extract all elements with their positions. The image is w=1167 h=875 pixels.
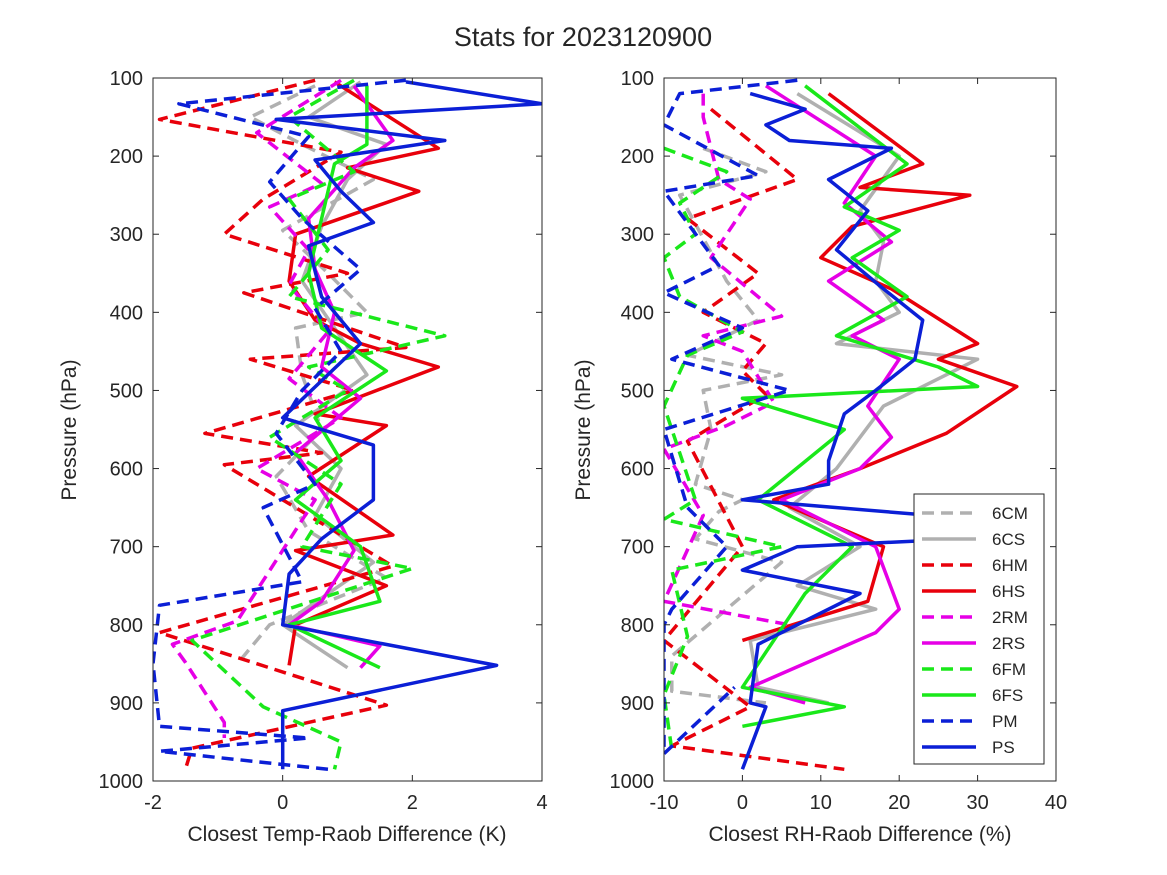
rh-series-6fs-line — [740, 84, 980, 729]
temp-y-tick-label: 1000 — [99, 771, 144, 793]
rh-y-tick-label: 500 — [621, 380, 654, 402]
legend-label-ps: PS — [992, 738, 1015, 757]
rh-series-pm-line — [664, 78, 798, 756]
rh-y-tick-label: 400 — [621, 302, 654, 324]
temp-axes-box — [152, 77, 543, 782]
rh-axes-box — [663, 77, 1057, 782]
temp-series-pm-line — [153, 78, 407, 772]
rh-series-group — [664, 78, 1019, 772]
temp-y-tick-label: 600 — [110, 459, 143, 481]
rh-y-axis-label: Pressure (hPa) — [572, 359, 595, 500]
temp-y-tick-label: 400 — [110, 302, 143, 324]
temp-y-tick-label: 700 — [110, 537, 143, 559]
rh-ticks: -10 0 10 20 30 40 100 200 300 400 500 600 700 800 900 1… — [610, 68, 1068, 814]
rh-x-tick-label: 40 — [1045, 792, 1067, 814]
legend-label-6cs: 6CS — [992, 530, 1025, 549]
rh-x-tick-label: -10 — [650, 792, 679, 814]
rh-series-6fm-line — [664, 146, 784, 751]
legend-label-pm: PM — [992, 712, 1018, 731]
rh-series-2rm-line — [664, 93, 790, 627]
legend-label-6hm: 6HM — [992, 556, 1028, 575]
temp-y-tick-label: 800 — [110, 615, 143, 637]
rh-y-tick-label: 1000 — [610, 771, 655, 793]
figure-title: Stats for 2023120900 — [454, 22, 712, 52]
rh-y-tick-label: 700 — [621, 537, 654, 559]
temp-y-axis-label: Pressure (hPa) — [58, 359, 81, 500]
temp-series-ps-line — [274, 80, 542, 770]
legend-label-2rs: 2RS — [992, 634, 1025, 653]
temp-series-group — [153, 78, 542, 772]
temp-x-tick-label: 0 — [277, 792, 288, 814]
rh-y-tick-label: 300 — [621, 224, 654, 246]
rh-y-tick-label: 200 — [621, 146, 654, 168]
temp-y-tick-label: 900 — [110, 693, 143, 715]
temp-series-6fs-line — [287, 85, 389, 670]
rh-x-axis-label: Closest RH-Raob Difference (%) — [708, 823, 1011, 846]
temp-y-tick-label: 500 — [110, 380, 143, 402]
rh-series-ps-line — [740, 91, 964, 770]
rh-x-tick-label: 10 — [810, 792, 832, 814]
rh-series-6cm-line — [670, 146, 784, 705]
legend: 6CM 6CS 6HM 6HS 2RM 2RS 6FM 6FS PM PS — [913, 493, 1045, 765]
temp-series-6hs-line — [287, 80, 441, 666]
temp-series-6cm-line — [235, 84, 389, 665]
temp-x-tick-label: 4 — [536, 792, 547, 814]
temp-panel: -2 0 2 4 100 200 300 400 500 600 700 800 900 1000 Clo… — [58, 68, 548, 846]
rh-series-2rs-line — [748, 84, 901, 705]
rh-x-tick-label: 30 — [966, 792, 988, 814]
legend-label-6cm: 6CM — [992, 504, 1028, 523]
legend-label-6fs: 6FS — [992, 686, 1023, 705]
rh-y-tick-label: 600 — [621, 459, 654, 481]
temp-y-tick-label: 300 — [110, 224, 143, 246]
temp-series-2rs-line — [287, 84, 395, 669]
temp-series-6hm-line — [157, 78, 408, 770]
rh-x-tick-label: 20 — [888, 792, 910, 814]
legend-label-6fm: 6FM — [992, 660, 1026, 679]
rh-y-tick-label: 900 — [621, 693, 654, 715]
temp-ticks: -2 0 2 4 100 200 300 400 500 600 700 800 900 1000 — [99, 68, 548, 814]
temp-x-tick-label: 2 — [407, 792, 418, 814]
temp-y-tick-label: 200 — [110, 146, 143, 168]
rh-x-tick-label: 0 — [737, 792, 748, 814]
temp-x-axis-label: Closest Temp-Raob Difference (K) — [187, 823, 506, 846]
rh-y-tick-label: 800 — [621, 615, 654, 637]
legend-label-6hs: 6HS — [992, 582, 1025, 601]
temp-x-tick-label: -2 — [144, 792, 162, 814]
rh-y-tick-label: 100 — [621, 68, 654, 90]
temp-y-tick-label: 100 — [110, 68, 143, 90]
legend-label-2rm: 2RM — [992, 608, 1028, 627]
rh-series-6cs-line — [748, 92, 980, 705]
rh-panel: -10 0 10 20 30 40 100 200 300 400 500 600 700 800 900 1… — [572, 68, 1067, 846]
temp-series-2rm-line — [170, 78, 343, 738]
